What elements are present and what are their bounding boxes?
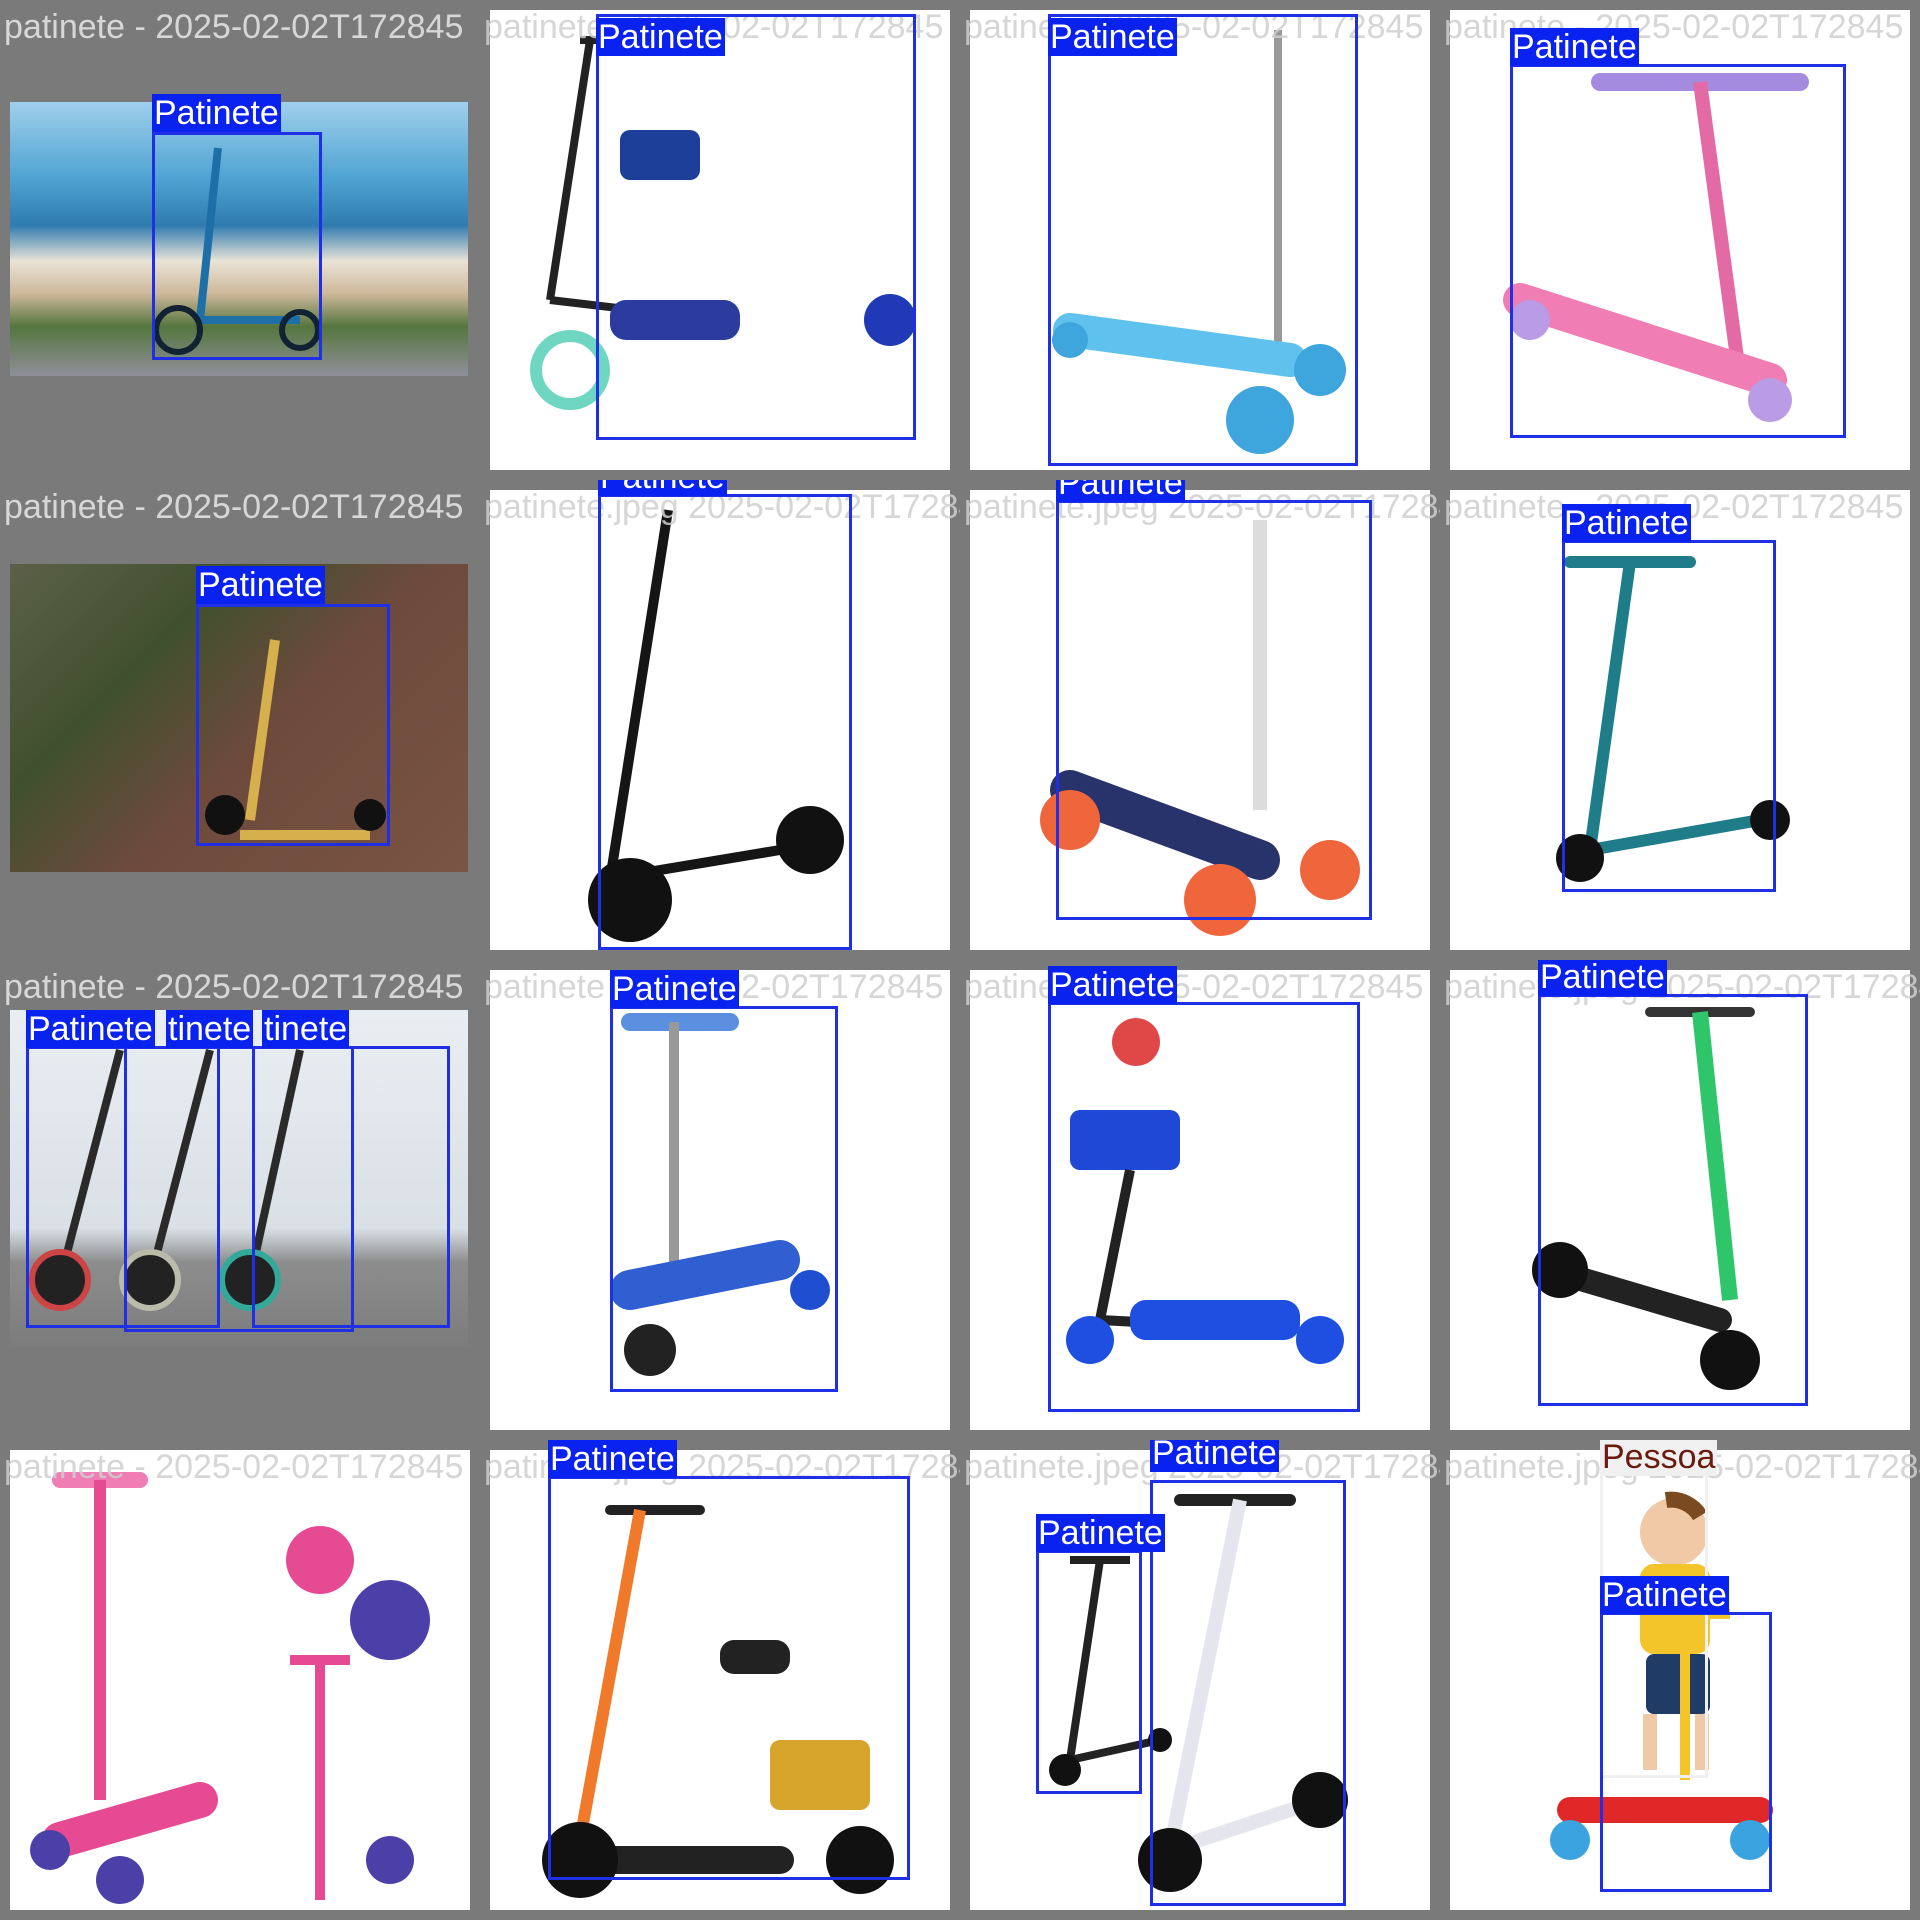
bounding-box	[1048, 1002, 1360, 1412]
tile-r3c2: patinete.jpeg 2025-02-02T172845 Patinete…	[960, 1440, 1440, 1920]
filename-label: patinete - 2025-02-02T172845	[964, 968, 1424, 1006]
scooter-drawing	[1066, 1018, 1344, 1364]
scooter-drawing	[1049, 1494, 1348, 1892]
class-label: Patinete	[26, 1010, 155, 1048]
class-label: Patinete	[596, 18, 725, 56]
product-photo	[970, 10, 1430, 470]
tile-r2c2: patinete - 2025-02-02T172845 Patinete	[960, 960, 1440, 1440]
class-label: Patinete	[598, 480, 727, 496]
scooter-drawing	[610, 1013, 830, 1376]
bounding-box	[1036, 1550, 1142, 1794]
class-label: Patinete	[1056, 480, 1185, 502]
scooter-drawing	[1052, 30, 1346, 454]
class-label: Patinete	[1562, 504, 1691, 542]
class-label: Patinete	[1048, 18, 1177, 56]
class-label: Patinete	[196, 566, 325, 604]
scooter-drawing	[153, 147, 321, 355]
filename-label: patinete.jpeg 2025-02-02T172845	[1444, 968, 1920, 1006]
class-label: Patinete	[610, 970, 739, 1008]
tile-r0c1: patinete - 2025-02-02T172845 Patinete	[480, 0, 960, 480]
tile-r1c0: patinete - 2025-02-02T172845 Patinete	[0, 480, 480, 960]
tile-r3c0: patinete - 2025-02-02T172845	[0, 1440, 480, 1920]
bounding-box	[152, 132, 322, 360]
class-label: Patinete	[1510, 28, 1639, 66]
bounding-box	[596, 14, 916, 440]
class-label: Patinete	[1600, 1576, 1729, 1614]
tile-r1c2: patinete.jpeg 2025-02-02T172845 Patinete	[960, 480, 1440, 960]
bounding-box	[1538, 994, 1808, 1406]
class-label: Patinete	[1048, 966, 1177, 1004]
class-label: Pessoa	[1600, 1440, 1718, 1476]
class-label: tinete	[262, 1010, 350, 1048]
bounding-box	[1056, 500, 1372, 920]
class-label: Patinete	[1538, 960, 1667, 996]
product-photo	[490, 490, 950, 950]
class-label: Patinete	[1036, 1514, 1165, 1552]
filename-label: patinete - 2025-02-02T172845	[4, 968, 464, 1006]
scooter-drawing	[30, 1472, 430, 1904]
beach-photo	[10, 102, 468, 376]
tile-r1c3: patinete - 2025-02-02T172845 Patinete	[1440, 480, 1920, 960]
tile-r2c1: patinete - 2025-02-02T172845 Patinete	[480, 960, 960, 1440]
bounding-box	[1150, 1480, 1346, 1906]
scooter-drawing	[588, 509, 844, 942]
bounding-box	[196, 604, 390, 846]
filename-label: patinete - 2025-02-02T172845	[4, 1448, 464, 1486]
tile-r0c3: patinete - 2025-02-02T172845 Patinete	[1440, 0, 1920, 480]
tile-r3c3: patinete.jpeg 2025-02-02T172845 Pessoa P…	[1440, 1440, 1920, 1920]
scooter-drawing	[1532, 1007, 1760, 1390]
product-photo	[1450, 970, 1910, 1430]
bounding-box	[548, 1476, 910, 1880]
product-photo	[490, 10, 950, 470]
filename-label: patinete.jpeg 2025-02-02T172845	[964, 488, 1440, 526]
bounding-box	[1048, 14, 1358, 466]
class-label: Patinete	[1150, 1440, 1279, 1472]
tile-r3c1: patinete.jpeg 2025-02-02T172845 Patinete	[480, 1440, 960, 1920]
bounding-box	[252, 1046, 450, 1328]
tile-r1c1: patinete.jpeg 2025-02-02T172845 Patinete	[480, 480, 960, 960]
scooter-drawing	[1503, 73, 1809, 422]
scooter-drawing	[205, 639, 386, 840]
product-photo	[490, 970, 950, 1430]
bounding-box	[1510, 64, 1846, 438]
bounding-box	[598, 494, 852, 950]
scooter-drawing	[1556, 556, 1790, 882]
bounding-box	[610, 1006, 838, 1392]
tile-r2c3: patinete.jpeg 2025-02-02T172845 Patinete	[1440, 960, 1920, 1440]
bounding-box	[1600, 1612, 1772, 1892]
filename-label: patinete - 2025-02-02T172845	[4, 8, 464, 46]
class-label: Patinete	[152, 94, 281, 132]
tile-r0c0: patinete - 2025-02-02T172845 Patinete	[0, 0, 480, 480]
class-label: tinete	[166, 1010, 254, 1048]
scooter-drawing	[29, 1048, 304, 1311]
class-label: Patinete	[548, 1440, 677, 1478]
bounding-box	[1562, 540, 1776, 892]
tile-r0c2: patinete - 2025-02-02T172845 Patinete	[960, 0, 1440, 480]
tile-r2c0: patinete - 2025-02-02T172845 Patinete ti…	[0, 960, 480, 1440]
product-photo	[970, 970, 1430, 1430]
filename-label: patinete - 2025-02-02T172845	[4, 488, 464, 526]
